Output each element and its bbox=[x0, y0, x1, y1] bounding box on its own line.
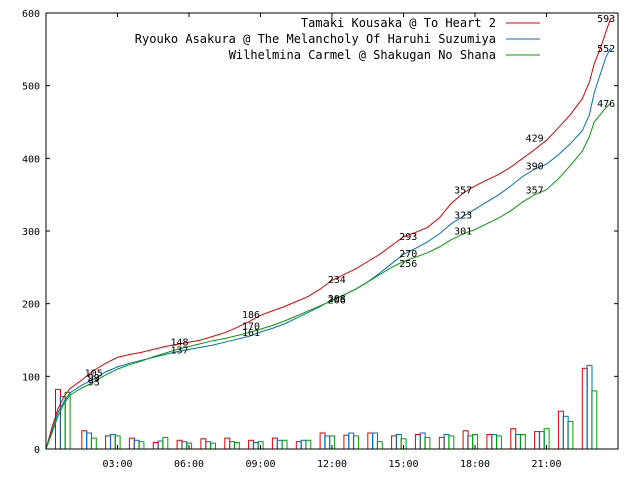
data-label: 293 bbox=[399, 232, 417, 243]
histogram-bar bbox=[200, 438, 207, 450]
data-label: 552 bbox=[597, 44, 615, 55]
data-label: 161 bbox=[242, 328, 260, 339]
histogram-bar bbox=[210, 442, 216, 450]
histogram-bar bbox=[276, 439, 283, 450]
histogram-bar bbox=[281, 439, 288, 450]
data-label: 429 bbox=[526, 133, 544, 144]
y-tick-label: 200 bbox=[22, 300, 40, 311]
x-tick-label: 18:00 bbox=[460, 459, 490, 470]
histogram-bar bbox=[376, 441, 383, 450]
y-tick-label: 400 bbox=[22, 154, 40, 165]
histogram-bar bbox=[519, 434, 526, 450]
histogram-bar bbox=[176, 439, 183, 450]
histogram-bar bbox=[448, 435, 455, 450]
x-tick-label: 09:00 bbox=[245, 459, 275, 470]
histogram-bar bbox=[414, 434, 421, 450]
data-label: 323 bbox=[454, 210, 472, 221]
data-label: 137 bbox=[170, 345, 188, 356]
histogram-bar bbox=[591, 390, 598, 450]
histogram-bar bbox=[557, 410, 564, 450]
histogram-bar bbox=[486, 434, 493, 450]
data-label: 301 bbox=[454, 226, 472, 237]
data-label: 256 bbox=[399, 259, 417, 270]
histogram-bar bbox=[128, 437, 135, 450]
histogram-bar bbox=[90, 437, 97, 450]
data-label: 206 bbox=[328, 295, 346, 306]
histogram-bar bbox=[162, 436, 169, 450]
series-line bbox=[45, 17, 612, 450]
data-label: 234 bbox=[328, 275, 346, 286]
histogram-bar bbox=[305, 439, 312, 450]
x-tick-label: 06:00 bbox=[174, 459, 204, 470]
x-tick-label: 21:00 bbox=[531, 459, 561, 470]
plot-frame bbox=[45, 12, 619, 450]
histogram-bar bbox=[205, 441, 212, 450]
plot-area: 105 148 186 234 293 357 429 593 99 137 170 208 270 32… bbox=[45, 14, 615, 450]
axes: 0 100 200 300 400 500 600 03:00 06:00 09:00 12:00 1… bbox=[22, 9, 619, 470]
x-tick-label: 15:00 bbox=[388, 459, 418, 470]
y-tick-label: 600 bbox=[22, 9, 40, 20]
data-label: 208 bbox=[328, 294, 346, 305]
data-label: 357 bbox=[526, 186, 544, 197]
histogram-bar bbox=[343, 434, 350, 450]
data-label: 186 bbox=[242, 310, 260, 321]
y-tick-label: 100 bbox=[22, 372, 40, 383]
data-label: 93 bbox=[88, 377, 100, 388]
data-label: 105 bbox=[85, 369, 103, 380]
x-tick-label: 03:00 bbox=[102, 459, 132, 470]
y-tick-label: 300 bbox=[22, 227, 40, 238]
histogram-bar bbox=[105, 435, 112, 450]
legend: Tamaki Kousaka @ To Heart 2 Ryouko Asakur… bbox=[135, 16, 540, 62]
y-tick-label: 500 bbox=[22, 82, 40, 93]
y-tick-label: 0 bbox=[34, 445, 40, 456]
x-tick-label: 12:00 bbox=[317, 459, 347, 470]
data-label: 170 bbox=[242, 322, 260, 333]
data-label: 593 bbox=[597, 14, 615, 25]
data-label: 357 bbox=[454, 186, 472, 197]
histogram-bar bbox=[271, 437, 278, 450]
data-label: 270 bbox=[399, 249, 417, 260]
legend-entry-label: Tamaki Kousaka @ To Heart 2 bbox=[301, 16, 496, 30]
data-label: 390 bbox=[526, 162, 544, 173]
legend-entry-label: Ryouko Asakura @ The Melancholy Of Haruh… bbox=[135, 32, 496, 46]
series-line bbox=[45, 47, 612, 450]
data-label: 148 bbox=[170, 338, 188, 349]
series-line bbox=[45, 102, 612, 450]
histogram-bar bbox=[233, 442, 240, 450]
legend-entry-label: Wilhelmina Carmel @ Shakugan No Shana bbox=[229, 48, 496, 62]
data-label: 99 bbox=[88, 373, 100, 384]
data-label: 476 bbox=[597, 99, 615, 110]
